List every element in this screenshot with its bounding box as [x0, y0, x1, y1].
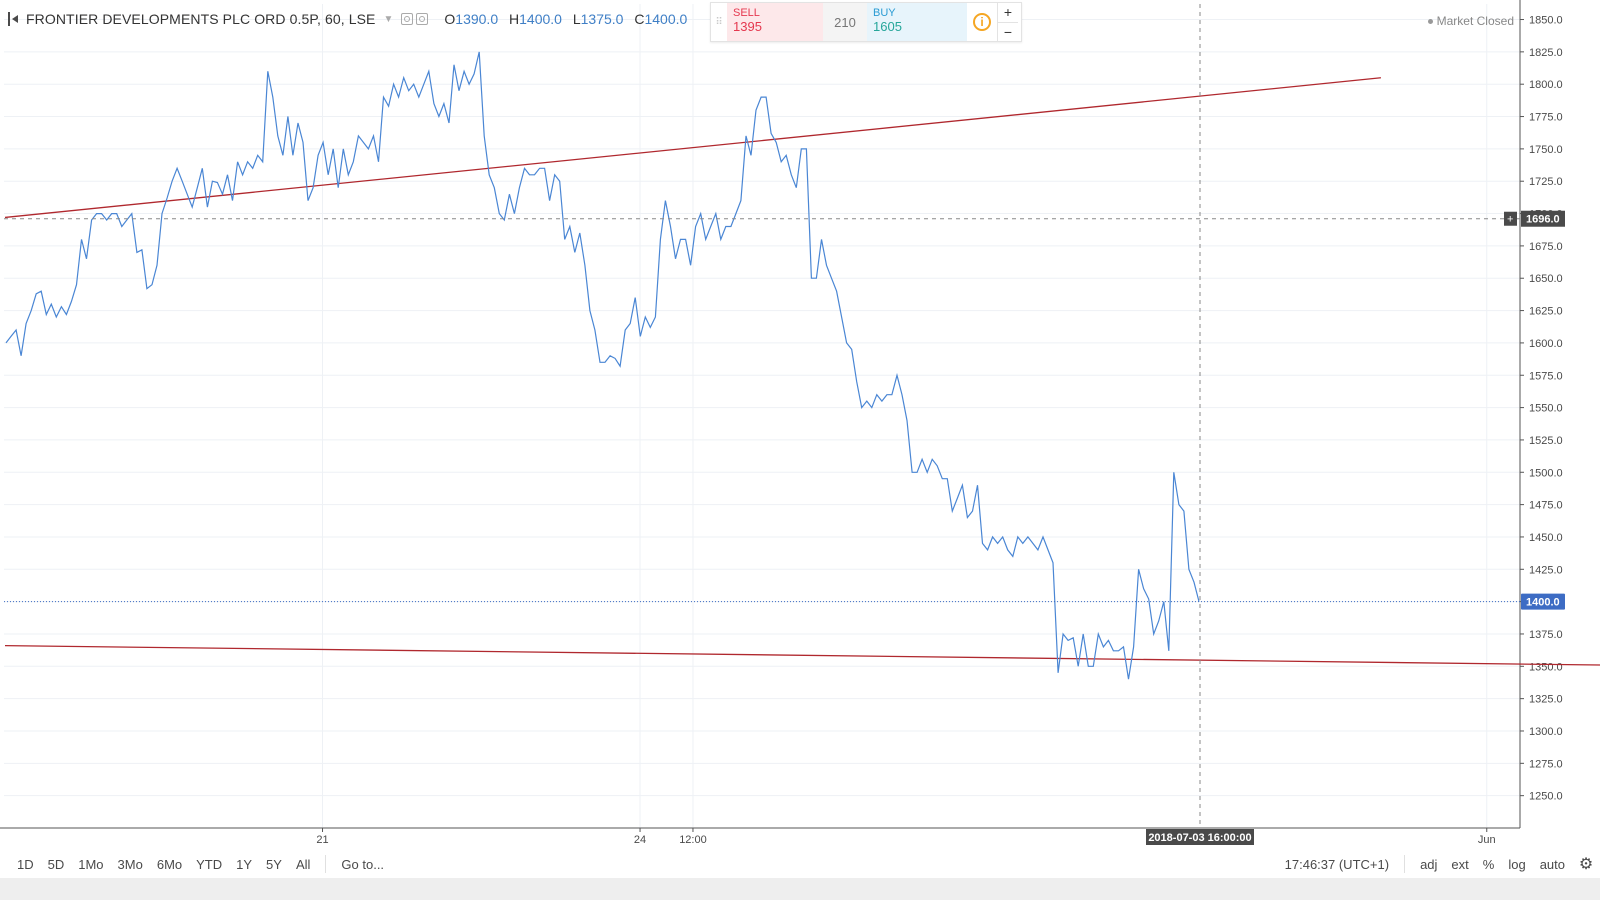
bottom-strip	[0, 878, 1600, 900]
crosshair-time-badge	[1146, 829, 1254, 845]
info-button[interactable]: i	[967, 3, 997, 41]
x-tick-label: 24	[634, 834, 646, 846]
y-tick-label: 1450.0	[1529, 532, 1563, 544]
drag-handle-icon[interactable]: ⠿	[715, 16, 723, 28]
range-ytd-button[interactable]: YTD	[196, 856, 223, 872]
y-tick-label: 1375.0	[1529, 629, 1563, 641]
ohlc-low-value: 1375.0	[580, 11, 624, 27]
ohlc-open-key: O	[444, 11, 456, 27]
trendline	[4, 77, 1381, 219]
ohlc-high-value: 1400.0	[519, 11, 562, 27]
symbol-title[interactable]: FRONTIER DEVELOPMENTS PLC ORD 0.5P, 60, …	[26, 11, 376, 27]
range-5y-button[interactable]: 5Y	[266, 856, 282, 872]
buy-value: 1605	[873, 19, 902, 34]
y-tick-label: 1800.0	[1529, 79, 1563, 91]
chart-legend: FRONTIER DEVELOPMENTS PLC ORD 0.5P, 60, …	[8, 8, 687, 30]
spread-value: 210	[823, 3, 867, 41]
y-tick-label: 1325.0	[1529, 694, 1563, 706]
y-tick-label: 1300.0	[1529, 726, 1563, 738]
last-price-badge	[1521, 593, 1565, 610]
x-tick-label: 12:00	[679, 834, 707, 846]
range-1mo-button[interactable]: 1Mo	[78, 856, 104, 872]
y-tick-label: 1775.0	[1529, 112, 1563, 124]
sell-label: SELL	[733, 7, 760, 19]
y-tick-label: 1825.0	[1529, 47, 1563, 59]
range-all-button[interactable]: All	[295, 856, 311, 872]
clock-time[interactable]: 17:46:37 (UTC+1)	[1284, 856, 1390, 872]
toolbar-divider	[325, 855, 327, 873]
quantity-stepper: + −	[997, 3, 1018, 41]
last-price-label: 1400.0	[1526, 597, 1560, 609]
crosshair-price-label: 1696.0	[1526, 214, 1560, 226]
gear-icon[interactable]: ⚙	[1578, 856, 1594, 873]
ohlc-low-key: L	[572, 11, 581, 27]
y-tick-label: 1725.0	[1529, 176, 1563, 188]
y-tick-label: 1250.0	[1529, 791, 1563, 803]
ohlc-high-key: H	[509, 11, 520, 27]
sell-value: 1395	[733, 19, 762, 34]
range-3mo-button[interactable]: 3Mo	[117, 856, 143, 872]
price-series-line	[5, 51, 1200, 680]
sell-button[interactable]: SELL 1395	[727, 3, 823, 41]
y-tick-label: 1425.0	[1529, 564, 1563, 576]
x-tick-label: 21	[316, 834, 328, 846]
y-tick-label: 1500.0	[1529, 467, 1563, 479]
percent-toggle[interactable]: %	[1482, 856, 1495, 872]
y-tick-label: 1750.0	[1529, 144, 1563, 156]
ohlc-values: O1390.0 H1400.0 L1375.0 C1400.0	[437, 11, 687, 27]
y-tick-label: 1850.0	[1529, 15, 1563, 27]
y-tick-label: 1550.0	[1529, 403, 1563, 415]
settings-small-icon[interactable]	[416, 13, 429, 25]
log-toggle[interactable]: log	[1508, 856, 1526, 872]
y-tick-label: 1275.0	[1529, 758, 1563, 770]
range-5d-button[interactable]: 5D	[47, 856, 65, 872]
toolbar-right: 17:46:37 (UTC+1) adj ext % log auto ⚙	[1278, 850, 1600, 878]
toolbar-divider	[1404, 855, 1406, 873]
range-1y-button[interactable]: 1Y	[236, 856, 253, 872]
crosshair-price-badge	[1521, 210, 1565, 227]
crosshair-time-label: 2018-07-03 16:00:00	[1148, 832, 1251, 844]
plus-button[interactable]: +	[998, 3, 1018, 23]
ohlc-close-value: 1400.0	[644, 11, 688, 27]
market-status-text: Market Closed	[1436, 14, 1514, 28]
plus-icon: +	[1507, 214, 1513, 226]
status-dot-icon	[1427, 19, 1433, 25]
ext-toggle[interactable]: ext	[1451, 856, 1469, 872]
y-tick-label: 1475.0	[1529, 500, 1563, 512]
ohlc-close-key: C	[634, 11, 645, 27]
chevron-down-icon[interactable]: ▼	[383, 13, 394, 25]
buy-button[interactable]: BUY 1605	[867, 3, 967, 41]
eye-icon[interactable]	[401, 13, 414, 25]
y-tick-label: 1525.0	[1529, 435, 1563, 447]
crosshair-plus-box	[1504, 211, 1517, 226]
collapse-legend-icon[interactable]	[8, 12, 20, 26]
info-icon: i	[973, 13, 991, 31]
y-tick-label: 1350.0	[1529, 661, 1563, 673]
range-1d-button[interactable]: 1D	[17, 856, 34, 872]
y-tick-label: 1600.0	[1529, 338, 1563, 350]
y-tick-label: 1675.0	[1529, 241, 1563, 253]
market-status: Market Closed	[1427, 14, 1514, 28]
y-tick-label: 1575.0	[1529, 370, 1563, 382]
trendline	[4, 644, 1600, 666]
goto-button[interactable]: Go to...	[341, 856, 385, 872]
auto-toggle[interactable]: auto	[1539, 856, 1565, 872]
range-6mo-button[interactable]: 6Mo	[156, 856, 183, 872]
bottom-toolbar: 1D 5D 1Mo 3Mo 6Mo YTD 1Y 5Y All Go to...…	[0, 850, 1600, 878]
x-tick-label: Jun	[1478, 834, 1496, 846]
y-tick-label: 1650.0	[1529, 273, 1563, 285]
adj-toggle[interactable]: adj	[1420, 856, 1438, 872]
y-tick-label: 1625.0	[1529, 306, 1563, 318]
trade-widget: ⠿ SELL 1395 210 BUY 1605 i + −	[710, 2, 1022, 42]
ohlc-open-value: 1390.0	[455, 11, 499, 27]
buy-label: BUY	[873, 7, 896, 19]
minus-button[interactable]: −	[1003, 23, 1013, 40]
